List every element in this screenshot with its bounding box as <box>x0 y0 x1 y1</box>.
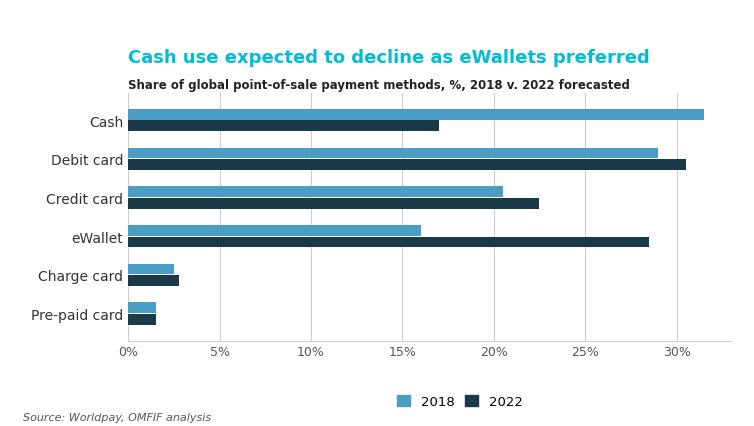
Bar <box>128 109 704 121</box>
Legend: 2018, 2022: 2018, 2022 <box>392 389 528 413</box>
Bar <box>128 314 155 325</box>
Bar <box>128 264 174 275</box>
Bar <box>128 160 685 170</box>
Bar <box>128 121 439 132</box>
Bar <box>128 225 421 236</box>
Text: Cash use expected to decline as eWallets preferred: Cash use expected to decline as eWallets… <box>128 49 650 67</box>
Bar <box>128 276 179 286</box>
Bar <box>128 187 503 198</box>
Text: Share of global point-of-sale payment methods, %, 2018 v. 2022 forecasted: Share of global point-of-sale payment me… <box>128 79 630 92</box>
Bar <box>128 237 649 248</box>
Bar <box>128 199 539 209</box>
Text: Source: Worldpay, OMFIF analysis: Source: Worldpay, OMFIF analysis <box>23 412 211 422</box>
Bar <box>128 302 155 314</box>
Bar <box>128 148 658 159</box>
